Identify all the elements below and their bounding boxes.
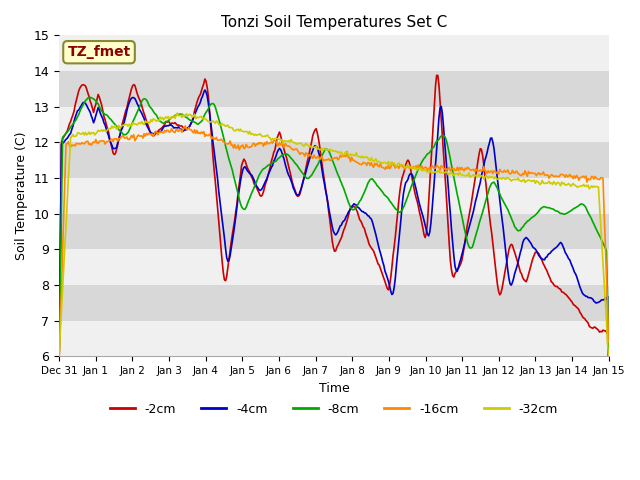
Legend: -2cm, -4cm, -8cm, -16cm, -32cm: -2cm, -4cm, -8cm, -16cm, -32cm (105, 398, 563, 420)
-2cm (227, 247, 234, 253)
-4cm (201, 87, 209, 93)
-16cm (390, 163, 398, 168)
-16cm (364, 160, 372, 166)
-2cm (55, 355, 63, 361)
Bar (59, 285, 609, 321)
Bar (59, 36, 609, 71)
Line: -2cm: -2cm (59, 75, 609, 393)
Text: TZ_fmet: TZ_fmet (67, 45, 131, 59)
-8cm (460, 225, 468, 231)
-2cm (363, 233, 371, 239)
-8cm (55, 352, 63, 358)
Bar (59, 321, 609, 356)
Line: -16cm: -16cm (59, 126, 609, 360)
-16cm (605, 339, 612, 345)
-4cm (227, 245, 235, 251)
-32cm (390, 160, 398, 166)
-16cm (288, 146, 296, 152)
Bar (59, 143, 609, 178)
-2cm (434, 72, 442, 78)
-32cm (364, 155, 372, 161)
Line: -8cm: -8cm (59, 97, 609, 358)
Bar (59, 71, 609, 107)
Title: Tonzi Soil Temperatures Set C: Tonzi Soil Temperatures Set C (221, 15, 447, 30)
Bar (59, 249, 609, 285)
-16cm (55, 357, 63, 362)
-16cm (460, 168, 468, 174)
-4cm (364, 213, 372, 218)
-2cm (556, 286, 563, 292)
-32cm (460, 173, 468, 179)
Bar (59, 107, 609, 143)
-16cm (182, 123, 189, 129)
-8cm (288, 156, 296, 162)
-2cm (389, 252, 397, 258)
X-axis label: Time: Time (319, 382, 349, 395)
-32cm (173, 110, 181, 116)
-32cm (288, 139, 296, 144)
-8cm (364, 180, 372, 186)
-2cm (460, 244, 468, 250)
-4cm (605, 362, 612, 368)
-32cm (605, 359, 612, 364)
-32cm (55, 352, 63, 358)
-2cm (605, 390, 612, 396)
-8cm (227, 164, 235, 170)
-32cm (227, 125, 235, 131)
-4cm (460, 243, 468, 249)
-4cm (556, 241, 563, 247)
Line: -32cm: -32cm (59, 113, 609, 361)
Bar (59, 214, 609, 249)
-8cm (86, 95, 94, 100)
-8cm (556, 210, 563, 216)
-2cm (287, 173, 295, 179)
-4cm (390, 285, 398, 290)
Y-axis label: Soil Temperature (C): Soil Temperature (C) (15, 132, 28, 260)
-32cm (556, 181, 563, 187)
-4cm (288, 180, 296, 186)
-16cm (556, 174, 563, 180)
-8cm (390, 204, 398, 210)
-4cm (55, 356, 63, 361)
Bar (59, 178, 609, 214)
-16cm (227, 142, 235, 148)
-8cm (605, 355, 612, 361)
Line: -4cm: -4cm (59, 90, 609, 365)
